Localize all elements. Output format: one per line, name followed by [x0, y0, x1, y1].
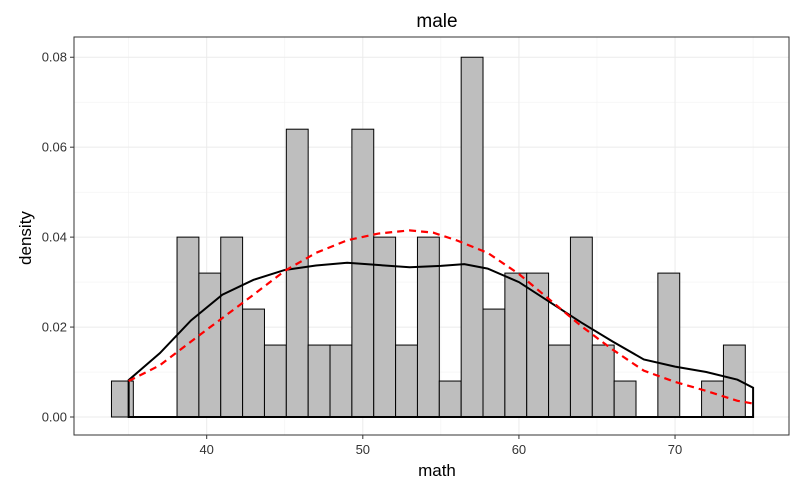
histogram-bar	[591, 344, 615, 418]
histogram-bar	[329, 344, 353, 418]
kernel-density-line	[127, 261, 755, 419]
y-tick-label: 0.04	[42, 230, 67, 245]
histogram-bar	[176, 236, 200, 418]
y-tick-label: 0.08	[42, 50, 67, 65]
y-tick-label: 0.00	[42, 410, 67, 425]
histogram-bar	[285, 128, 309, 418]
histogram-bar	[395, 344, 418, 418]
histogram-bar	[110, 380, 134, 418]
histogram-bar	[307, 344, 331, 418]
histogram-bar	[263, 344, 287, 418]
panel-border	[73, 36, 790, 436]
histogram-bar	[351, 128, 375, 418]
x-tick-label: 70	[668, 442, 682, 457]
y-axis: 0.00 0.02 0.04 0.06 0.08	[42, 50, 74, 425]
histogram-bar	[242, 308, 265, 418]
density-lines	[127, 229, 755, 419]
histogram-bar	[438, 380, 462, 418]
histogram-bar	[416, 236, 440, 418]
x-tick-label: 40	[199, 442, 213, 457]
histogram-bar	[220, 236, 244, 418]
histogram-bar	[701, 380, 724, 418]
y-axis-title: density	[16, 211, 35, 265]
x-axis-title: math	[418, 461, 456, 480]
histogram-bar	[548, 344, 571, 418]
histogram-bar	[460, 56, 484, 418]
y-tick-label: 0.06	[42, 140, 67, 155]
histogram-bar	[482, 308, 506, 418]
x-tick-label: 60	[512, 442, 526, 457]
histogram-bar	[198, 272, 222, 418]
normal-density-line	[128, 229, 754, 405]
histogram-bar	[504, 272, 528, 418]
x-axis: 40 50 60 70	[199, 435, 682, 457]
x-tick-label: 50	[356, 442, 370, 457]
y-tick-label: 0.02	[42, 320, 67, 335]
histogram-bar	[613, 380, 637, 418]
histogram-bar	[657, 272, 681, 418]
chart-title: male	[416, 11, 457, 32]
